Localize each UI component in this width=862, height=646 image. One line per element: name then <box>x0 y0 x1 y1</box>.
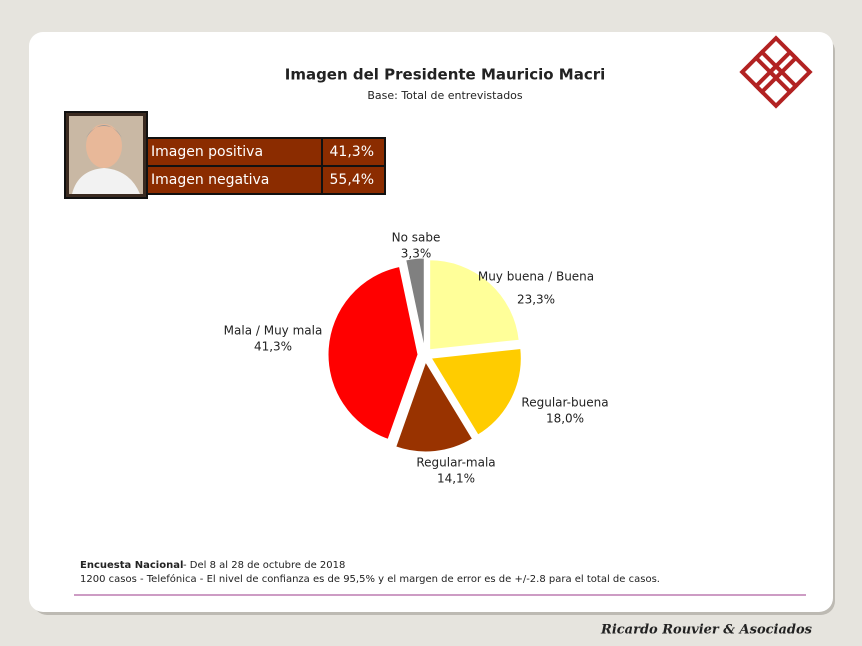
subtitle: Base: Total de entrevistados <box>367 89 523 102</box>
survey-name: Encuesta Nacional <box>80 560 183 571</box>
slice-label: Regular-buena <box>521 396 608 410</box>
company: Ricardo Rouvier & Asociados <box>600 623 813 638</box>
pie-slice <box>327 265 419 441</box>
survey-dates: - Del 8 al 28 de octubre de 2018 <box>183 560 345 571</box>
slice-value: 3,3% <box>401 247 432 261</box>
title: Imagen del Presidente Mauricio Macri <box>285 66 606 84</box>
slice-value: 23,3% <box>517 293 555 307</box>
slice-value: 41,3% <box>254 340 292 354</box>
row-value: 41,3% <box>330 144 374 160</box>
summary-table: Imagen positiva 41,3% Imagen negativa 55… <box>146 137 386 195</box>
pie-slice <box>430 347 522 436</box>
survey-method: 1200 casos - Telefónica - El nivel de co… <box>80 573 660 585</box>
row-label: Imagen positiva <box>151 144 263 160</box>
row-value: 55,4% <box>330 172 374 188</box>
photo <box>64 111 148 199</box>
slice-label: Muy buena / Buena <box>478 270 594 284</box>
pie-slice <box>405 257 425 349</box>
slice-value: 18,0% <box>546 412 584 426</box>
row-label: Imagen negativa <box>151 172 269 188</box>
logo <box>739 35 813 109</box>
slice-label: Mala / Muy mala <box>224 324 323 338</box>
pie-slice <box>429 259 520 351</box>
slice-value: 14,1% <box>437 472 475 486</box>
slice-label: Regular-mala <box>416 456 495 470</box>
pie-chart: Muy buena / Buena 23,3% Regular-buena 18,0%… <box>224 231 609 486</box>
slice-label: No sabe <box>392 231 441 245</box>
pie-slice <box>395 360 474 453</box>
